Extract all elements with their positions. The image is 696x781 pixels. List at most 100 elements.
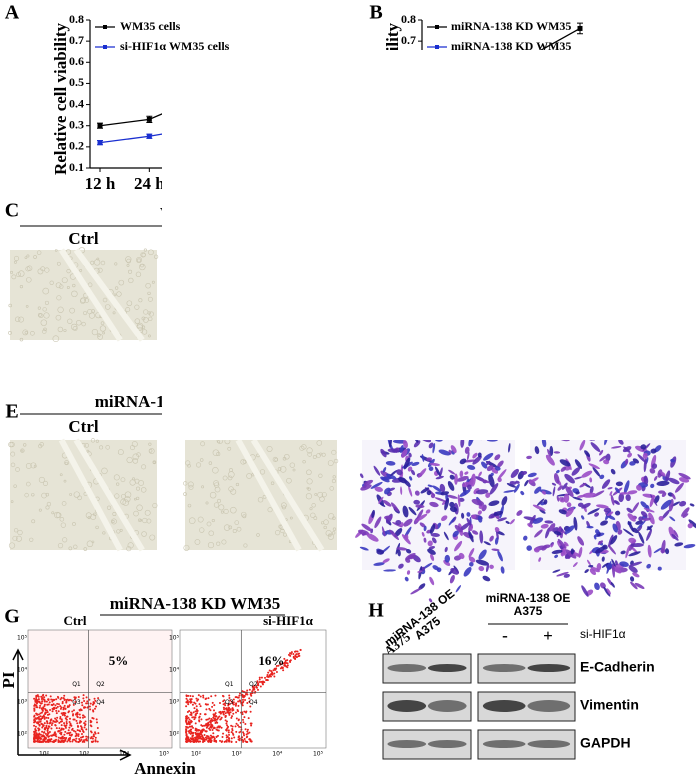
event	[230, 724, 233, 727]
event	[201, 729, 204, 732]
event	[75, 737, 78, 740]
event	[230, 737, 233, 740]
cell	[661, 509, 670, 520]
cell	[125, 256, 132, 263]
cell	[58, 284, 64, 289]
event	[235, 703, 238, 706]
cell	[477, 478, 491, 484]
cell	[321, 452, 326, 457]
cell	[458, 552, 465, 559]
event	[187, 703, 190, 706]
cell	[457, 494, 461, 507]
cell	[637, 525, 643, 532]
cell	[636, 484, 642, 491]
event	[220, 726, 223, 729]
cell	[665, 470, 671, 482]
event	[192, 726, 195, 729]
cell	[384, 487, 391, 495]
cell	[45, 492, 50, 497]
cell	[143, 317, 149, 323]
cell	[376, 549, 385, 555]
event	[88, 705, 91, 708]
cell	[410, 469, 416, 476]
event	[59, 705, 62, 708]
cell	[461, 512, 465, 519]
event	[296, 650, 299, 653]
event	[64, 730, 67, 733]
cell	[331, 449, 337, 455]
event	[38, 706, 41, 709]
event	[204, 736, 207, 739]
event	[41, 708, 44, 711]
event	[207, 723, 210, 726]
cell	[432, 443, 436, 454]
event	[74, 701, 77, 704]
cell	[590, 566, 600, 573]
event	[203, 738, 206, 741]
event	[271, 671, 274, 674]
event	[199, 732, 202, 735]
cell	[503, 490, 516, 493]
cell	[572, 562, 578, 567]
cell	[536, 498, 545, 507]
event	[289, 654, 292, 657]
event	[201, 724, 204, 727]
cell	[59, 473, 63, 477]
event	[36, 740, 39, 743]
event	[83, 716, 86, 719]
cell	[596, 562, 602, 571]
quadrant-label: Q2	[96, 681, 105, 688]
x-tick-label: 10³	[79, 751, 90, 758]
event	[188, 731, 191, 734]
event	[243, 710, 246, 713]
cell	[660, 471, 666, 477]
cell	[430, 553, 435, 561]
event	[232, 703, 235, 706]
cell	[25, 463, 32, 469]
event	[33, 738, 36, 741]
cell	[425, 509, 431, 514]
cell	[500, 566, 505, 574]
cell	[403, 518, 413, 527]
event	[221, 736, 224, 739]
cell	[11, 274, 17, 280]
cell	[22, 329, 29, 336]
cell	[615, 481, 624, 487]
cell	[410, 587, 422, 595]
cell	[234, 520, 240, 525]
event	[33, 733, 36, 736]
blot-band	[387, 700, 427, 712]
event	[189, 698, 192, 701]
data-point	[146, 116, 152, 122]
cell	[197, 516, 204, 523]
condition-label: Ctrl	[68, 229, 98, 248]
x-tick-label: 10⁴	[119, 751, 130, 758]
event	[43, 736, 46, 739]
event	[275, 664, 278, 667]
cell	[475, 489, 489, 495]
event	[65, 700, 68, 703]
cell	[550, 543, 554, 548]
cell	[147, 296, 153, 302]
cell	[489, 535, 494, 542]
cell	[211, 518, 215, 523]
cell	[471, 498, 484, 506]
cell	[611, 558, 616, 567]
event	[206, 735, 209, 738]
cell	[76, 319, 82, 326]
event	[237, 738, 240, 741]
cell	[540, 523, 549, 529]
event	[60, 696, 63, 699]
event	[79, 720, 82, 723]
cell	[649, 494, 655, 508]
event	[228, 713, 231, 716]
event	[255, 686, 258, 689]
cell	[611, 445, 622, 449]
event	[186, 739, 189, 742]
micrograph	[183, 437, 339, 552]
cell	[212, 467, 219, 474]
cell	[139, 519, 143, 522]
event	[198, 720, 201, 723]
event	[33, 709, 36, 712]
cell	[559, 459, 571, 467]
